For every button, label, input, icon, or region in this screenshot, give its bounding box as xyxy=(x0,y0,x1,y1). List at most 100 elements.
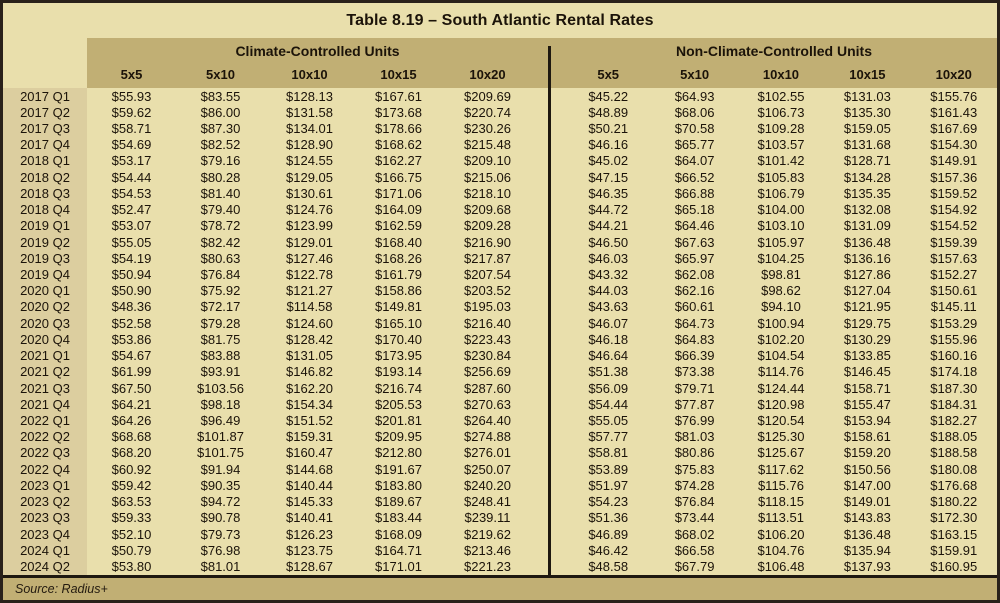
rate-cell-non-climate: $51.97 xyxy=(588,477,629,493)
rate-cell-climate: $230.84 xyxy=(464,348,511,364)
rate-cell-climate: $79.16 xyxy=(200,153,241,169)
rate-cell-climate: $165.10 xyxy=(375,315,422,331)
rate-cell-climate: $223.43 xyxy=(464,331,511,347)
gap-cell xyxy=(532,542,548,558)
corner-cell xyxy=(3,61,87,88)
rate-cell-non-climate: $54.23 xyxy=(588,494,629,510)
rate-cell-non-climate: $174.18 xyxy=(930,364,978,380)
rate-cell-non-climate: $115.76 xyxy=(757,477,804,493)
rate-cell-non-climate: $45.02 xyxy=(588,153,629,169)
rate-cell-non-climate: $180.08 xyxy=(930,461,978,477)
size-header-ncc-10x15: 10x15 xyxy=(849,67,886,82)
rate-cell-non-climate: $149.01 xyxy=(843,494,891,510)
rate-cell-non-climate: $154.52 xyxy=(930,218,978,234)
row-label-quarter: 2018 Q4 xyxy=(20,202,70,218)
rate-cell-climate: $59.33 xyxy=(111,510,152,526)
rate-cell-climate: $220.74 xyxy=(464,104,511,120)
gap-cell xyxy=(551,250,565,266)
rate-cell-non-climate: $64.73 xyxy=(674,315,715,331)
rate-cell-climate: $93.91 xyxy=(200,364,241,380)
gap-cell xyxy=(532,510,548,526)
rate-cell-non-climate: $101.42 xyxy=(757,153,805,169)
rate-cell-non-climate: $75.83 xyxy=(674,461,715,477)
row-label-quarter: 2023 Q1 xyxy=(20,477,70,493)
gap-cell xyxy=(551,429,565,445)
rate-cell-non-climate: $66.52 xyxy=(674,169,715,185)
gap-cell xyxy=(551,315,565,331)
rate-cell-climate: $91.94 xyxy=(200,461,241,477)
rate-cell-non-climate: $70.58 xyxy=(674,121,715,137)
table-title: Table 8.19 – South Atlantic Rental Rates xyxy=(346,11,654,29)
rate-cell-climate: $140.41 xyxy=(286,510,333,526)
rate-cell-non-climate: $136.16 xyxy=(843,250,891,266)
row-label-quarter: 2020 Q4 xyxy=(20,331,70,347)
rate-cell-climate: $82.52 xyxy=(200,137,241,153)
rate-cell-non-climate: $64.07 xyxy=(674,153,715,169)
rate-cell-non-climate: $188.05 xyxy=(930,429,978,445)
rate-cell-non-climate: $58.81 xyxy=(588,445,629,461)
rate-cell-climate: $191.67 xyxy=(375,461,422,477)
gap-cell xyxy=(532,202,548,218)
rate-cell-climate: $128.67 xyxy=(286,558,333,574)
gap-cell xyxy=(551,299,565,315)
rate-cell-non-climate: $102.20 xyxy=(757,331,805,347)
rate-cell-climate: $216.90 xyxy=(464,234,511,250)
rate-cell-non-climate: $54.44 xyxy=(588,396,629,412)
size-header-cc-10x20: 10x20 xyxy=(469,67,506,82)
rate-cell-climate: $168.09 xyxy=(375,526,422,542)
rate-cell-climate: $90.78 xyxy=(200,510,241,526)
rate-cell-climate: $81.75 xyxy=(200,331,241,347)
rate-cell-climate: $126.23 xyxy=(286,526,333,542)
rate-cell-non-climate: $188.58 xyxy=(930,445,978,461)
rate-cell-non-climate: $157.36 xyxy=(930,169,978,185)
rate-cell-climate: $61.99 xyxy=(111,364,152,380)
gap-cell xyxy=(532,364,548,380)
rate-cell-climate: $79.73 xyxy=(200,526,241,542)
rate-cell-climate: $53.17 xyxy=(111,153,152,169)
rate-cell-climate: $168.40 xyxy=(375,234,422,250)
rate-cell-climate: $162.20 xyxy=(286,380,333,396)
rate-cell-climate: $58.71 xyxy=(111,121,152,137)
row-label-quarter: 2021 Q4 xyxy=(20,396,70,412)
rate-cell-climate: $131.58 xyxy=(286,104,333,120)
rate-cell-non-climate: $56.09 xyxy=(588,380,629,396)
gap-cell xyxy=(551,202,565,218)
gap-cell xyxy=(551,120,565,136)
rate-cell-climate: $287.60 xyxy=(464,380,511,396)
rate-cell-non-climate: $100.94 xyxy=(757,315,805,331)
row-label-quarter: 2020 Q2 xyxy=(20,299,70,315)
gap-cell xyxy=(551,61,565,88)
rate-cell-non-climate: $102.55 xyxy=(757,88,805,104)
size-header-cc-10x10: 10x10 xyxy=(291,67,328,82)
rate-cell-climate: $81.40 xyxy=(200,185,241,201)
rate-cell-climate: $213.46 xyxy=(464,542,511,558)
gap-cell xyxy=(551,396,565,412)
rate-cell-climate: $63.53 xyxy=(111,494,152,510)
rate-cell-climate: $158.86 xyxy=(375,283,422,299)
rate-cell-climate: $124.60 xyxy=(286,315,333,331)
rate-cell-climate: $209.28 xyxy=(464,218,511,234)
row-label-quarter: 2018 Q2 xyxy=(20,169,70,185)
gap-cell xyxy=(551,266,565,282)
size-header-ncc-10x10: 10x10 xyxy=(762,67,800,82)
rate-cell-climate: $215.48 xyxy=(464,137,511,153)
gap-cell xyxy=(551,380,565,396)
rate-cell-non-climate: $161.43 xyxy=(930,104,978,120)
rate-cell-non-climate: $74.28 xyxy=(674,477,715,493)
rate-cell-climate: $54.53 xyxy=(111,185,152,201)
rate-cell-climate: $124.55 xyxy=(286,153,333,169)
rate-cell-non-climate: $137.93 xyxy=(843,558,891,574)
rate-cell-non-climate: $176.68 xyxy=(930,477,978,493)
gap-cell xyxy=(532,153,548,169)
rate-cell-non-climate: $113.51 xyxy=(757,510,804,526)
rate-cell-climate: $78.72 xyxy=(200,218,241,234)
rate-cell-climate: $128.42 xyxy=(286,331,333,347)
rates-data-grid: 2017 Q1 $55.93 $83.55 $128.13 $167.61 $209.69… xyxy=(3,88,997,575)
rate-cell-non-climate: $65.18 xyxy=(674,202,715,218)
rate-cell-non-climate: $160.16 xyxy=(930,348,978,364)
gap-cell xyxy=(532,169,548,185)
rate-cell-non-climate: $150.61 xyxy=(930,283,978,299)
rate-cell-climate: $193.14 xyxy=(375,364,422,380)
rate-cell-climate: $207.54 xyxy=(464,267,511,283)
rate-cell-non-climate: $152.27 xyxy=(930,267,978,283)
